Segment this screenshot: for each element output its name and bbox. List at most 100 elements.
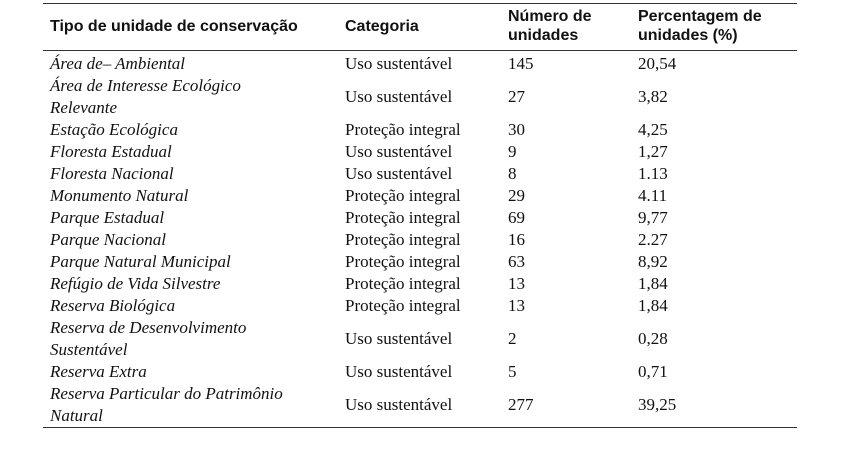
- cell-text: Uso sustentável: [345, 395, 453, 414]
- table-cell: Parque Nacional: [43, 229, 340, 251]
- table-cell: 8: [508, 163, 638, 185]
- table-cell: Floresta Nacional: [43, 163, 340, 185]
- table-cell: 2: [508, 317, 638, 361]
- table-row: Floresta Nacional Uso sustentável 8 1.13: [43, 163, 797, 185]
- cell-text: 8: [508, 164, 517, 183]
- table-row: Reserva Particular do Patrimônio Natural…: [43, 383, 797, 428]
- cell-text: Uso sustentável: [345, 329, 453, 348]
- table-cell: 3,82: [638, 75, 797, 119]
- cell-text: 20,54: [638, 54, 677, 73]
- table-cell: 16: [508, 229, 638, 251]
- table-body: Área de– Ambiental Uso sustentável 145 20,5…: [43, 51, 797, 428]
- table-cell: 27: [508, 75, 638, 119]
- cell-text: Uso sustentável: [345, 164, 453, 183]
- table-row: Refúgio de Vida Silvestre Proteção integr…: [43, 273, 797, 295]
- table-cell: Uso sustentável: [340, 383, 508, 428]
- cell-text: 0,28: [638, 329, 668, 348]
- column-header: Número de unidades: [508, 3, 638, 51]
- cell-text: Uso sustentável: [345, 54, 453, 73]
- header-text: Número de unidades: [508, 8, 592, 44]
- table-cell: Proteção integral: [340, 251, 508, 273]
- table-cell: 30: [508, 119, 638, 141]
- table-cell: 1,27: [638, 141, 797, 163]
- table-row: Estação Ecológica Proteção integral 30 4,25: [43, 119, 797, 141]
- table-row: Área de– Ambiental Uso sustentável 145 20,5…: [43, 51, 797, 76]
- cell-text: Floresta Estadual: [50, 142, 172, 161]
- cell-text: Proteção integral: [345, 208, 461, 227]
- cell-text: Estação Ecológica: [50, 120, 178, 139]
- table-cell: 277: [508, 383, 638, 428]
- cell-text: 4,25: [638, 120, 668, 139]
- cell-text: 63: [508, 252, 525, 271]
- table-cell: 4.11: [638, 185, 797, 207]
- table-cell: 5: [508, 361, 638, 383]
- cell-text: 13: [508, 296, 525, 315]
- cell-text: Reserva Extra: [50, 362, 147, 381]
- header-row: Tipo de unidade de conservação Categoria N…: [43, 3, 797, 51]
- table-cell: 29: [508, 185, 638, 207]
- table-cell: Parque Estadual: [43, 207, 340, 229]
- table-cell: 20,54: [638, 51, 797, 76]
- table-cell: 4,25: [638, 119, 797, 141]
- table-cell: Reserva Biológica: [43, 295, 340, 317]
- header-text: Percentagem de unidades (%): [638, 8, 762, 44]
- cell-text: 8,92: [638, 252, 668, 271]
- cell-text: Proteção integral: [345, 120, 461, 139]
- cell-text: 1.13: [638, 164, 668, 183]
- cell-text: 16: [508, 230, 525, 249]
- table-cell: 9: [508, 141, 638, 163]
- table-cell: 13: [508, 295, 638, 317]
- cell-text: 9,77: [638, 208, 668, 227]
- table-row: Reserva Biológica Proteção integral 13 1,84: [43, 295, 797, 317]
- cell-text: Parque Nacional: [50, 230, 166, 249]
- table-cell: 1.13: [638, 163, 797, 185]
- cell-text: Uso sustentável: [345, 87, 453, 106]
- cell-text: 9: [508, 142, 517, 161]
- column-header: Percentagem de unidades (%): [638, 3, 797, 51]
- table-cell: Uso sustentável: [340, 163, 508, 185]
- table-cell: Uso sustentável: [340, 75, 508, 119]
- table-cell: Proteção integral: [340, 207, 508, 229]
- table-row: Área de Interesse Ecológico Relevante Uso…: [43, 75, 797, 119]
- table-cell: 69: [508, 207, 638, 229]
- table-cell: Reserva de Desenvolvimento Sustentável: [43, 317, 340, 361]
- cell-text: 69: [508, 208, 525, 227]
- cell-text: 5: [508, 362, 517, 381]
- table-cell: 1,84: [638, 273, 797, 295]
- cell-text: Reserva de Desenvolvimento Sustentável: [50, 318, 247, 359]
- table-cell: 39,25: [638, 383, 797, 428]
- cell-text: 2.27: [638, 230, 668, 249]
- cell-text: 3,82: [638, 87, 668, 106]
- table-cell: Estação Ecológica: [43, 119, 340, 141]
- cell-text: 277: [508, 395, 534, 414]
- cell-text: 4.11: [638, 186, 668, 205]
- cell-text: Uso sustentável: [345, 362, 453, 381]
- table-cell: Proteção integral: [340, 229, 508, 251]
- table-row: Reserva Extra Uso sustentável 5 0,71: [43, 361, 797, 383]
- cell-text: Reserva Particular do Patrimônio Natural: [50, 384, 283, 425]
- cell-text: Proteção integral: [345, 230, 461, 249]
- cell-text: Proteção integral: [345, 296, 461, 315]
- data-table: Tipo de unidade de conservação Categoria N…: [43, 3, 797, 428]
- cell-text: Proteção integral: [345, 252, 461, 271]
- cell-text: Monumento Natural: [50, 186, 189, 205]
- cell-text: Proteção integral: [345, 274, 461, 293]
- header-text: Tipo de unidade de conservação: [50, 17, 298, 35]
- cell-text: 13: [508, 274, 525, 293]
- table-row: Monumento Natural Proteção integral 29 4.11: [43, 185, 797, 207]
- cell-text: Uso sustentável: [345, 142, 453, 161]
- cell-text: Proteção integral: [345, 186, 461, 205]
- table-cell: 8,92: [638, 251, 797, 273]
- cell-text: 145: [508, 54, 534, 73]
- table-cell: 0,28: [638, 317, 797, 361]
- table-row: Reserva de Desenvolvimento Sustentável Us…: [43, 317, 797, 361]
- table-cell: Proteção integral: [340, 185, 508, 207]
- cell-text: 29: [508, 186, 525, 205]
- cell-text: 0,71: [638, 362, 668, 381]
- cell-text: 1,84: [638, 296, 668, 315]
- table-cell: 63: [508, 251, 638, 273]
- table-cell: 0,71: [638, 361, 797, 383]
- cell-text: Parque Estadual: [50, 208, 165, 227]
- cell-text: 1,84: [638, 274, 668, 293]
